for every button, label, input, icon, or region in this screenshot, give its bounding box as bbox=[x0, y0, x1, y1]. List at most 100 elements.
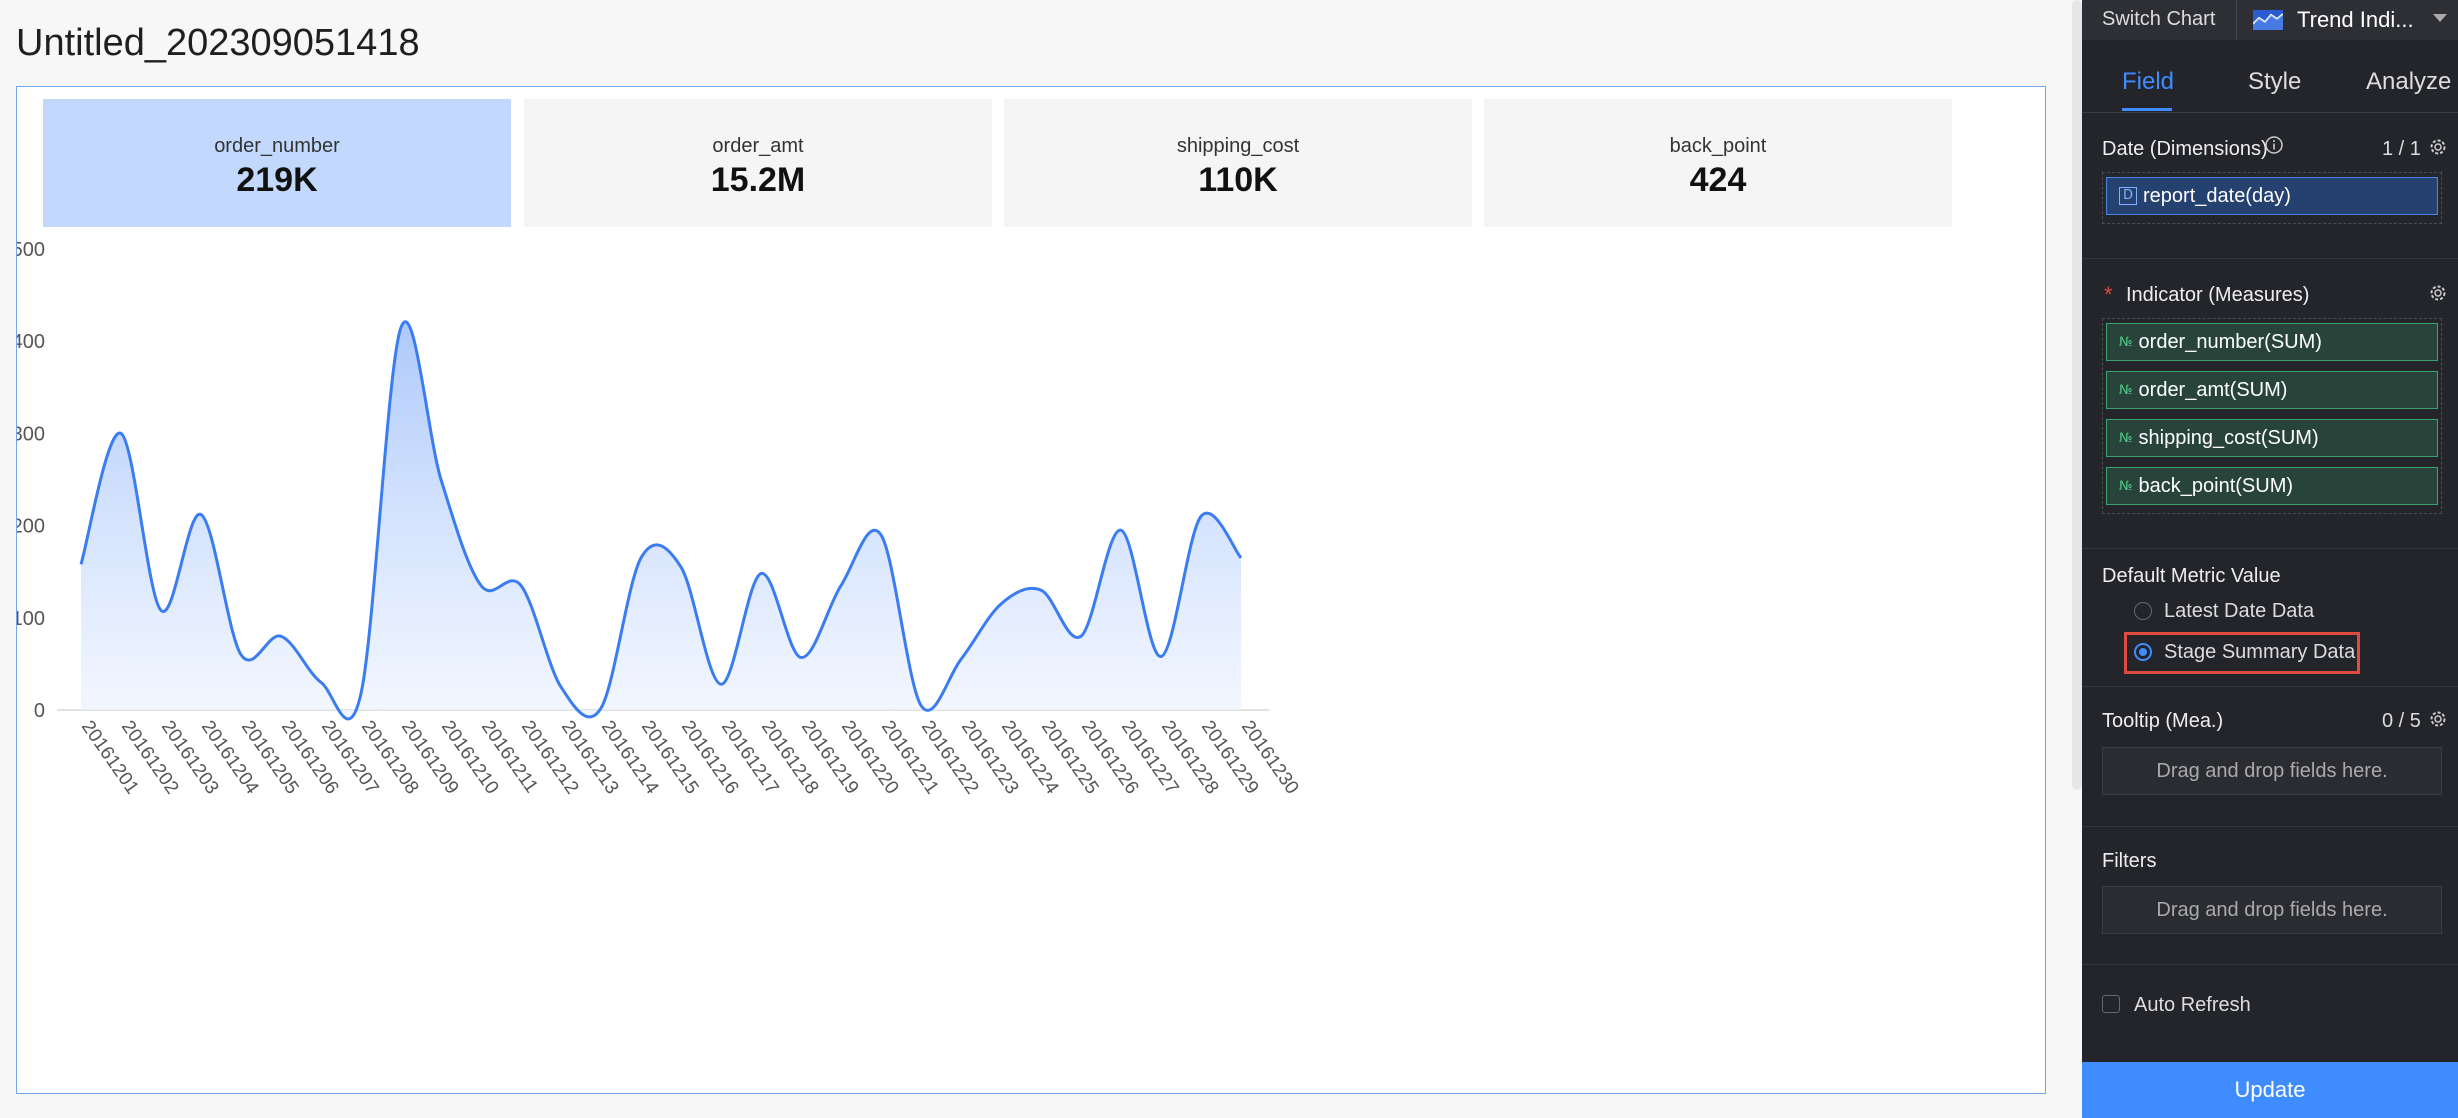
field-pill-report-date[interactable]: D report_date(day) bbox=[2106, 177, 2438, 215]
y-tick-label: 500 bbox=[17, 239, 45, 261]
settings-panel: Switch Chart Trend Indi... Field Style A… bbox=[2082, 0, 2458, 1118]
main-scrollbar[interactable] bbox=[2072, 0, 2082, 790]
gear-icon[interactable] bbox=[2428, 137, 2448, 157]
dropzone-placeholder: Drag and drop fields here. bbox=[2156, 899, 2388, 921]
kpi-card-order-number[interactable]: order_number 219K bbox=[43, 99, 511, 227]
field-label: report_date(day) bbox=[2143, 184, 2291, 207]
data-point[interactable] bbox=[915, 699, 927, 711]
measure-icon: № bbox=[2119, 334, 2133, 350]
radio-stage-summary[interactable] bbox=[2134, 643, 2152, 661]
default-metric-title: Default Metric Value bbox=[2102, 565, 2281, 587]
data-point[interactable] bbox=[75, 558, 87, 570]
data-point[interactable] bbox=[715, 678, 727, 690]
y-tick-label: 300 bbox=[17, 423, 45, 445]
measure-icon: № bbox=[2119, 478, 2133, 494]
kpi-card-shipping-cost[interactable]: shipping_cost 110K bbox=[1004, 99, 1472, 227]
data-point[interactable] bbox=[1115, 524, 1127, 536]
auto-refresh-checkbox[interactable] bbox=[2102, 995, 2120, 1013]
filters-dropzone[interactable]: Drag and drop fields here. bbox=[2102, 886, 2442, 934]
dimension-icon: D bbox=[2119, 187, 2138, 205]
chevron-down-icon bbox=[2433, 14, 2447, 22]
kpi-value: 424 bbox=[1689, 161, 1747, 199]
measure-icon: № bbox=[2119, 430, 2133, 446]
tooltip-title: Tooltip (Mea.) bbox=[2102, 710, 2224, 732]
tab-style[interactable]: Style bbox=[2248, 68, 2302, 95]
data-point[interactable] bbox=[355, 687, 367, 699]
tooltip-count: 0 / 5 bbox=[2382, 710, 2421, 732]
data-point[interactable] bbox=[1075, 630, 1087, 642]
radio-latest-date[interactable] bbox=[2134, 602, 2152, 620]
field-pill-back-point[interactable]: № back_point(SUM) bbox=[2106, 467, 2438, 505]
data-point[interactable] bbox=[995, 598, 1007, 610]
kpi-value: 219K bbox=[236, 161, 318, 199]
auto-refresh-label[interactable]: Auto Refresh bbox=[2134, 994, 2251, 1016]
data-point[interactable] bbox=[875, 529, 887, 541]
kpi-card-back-point[interactable]: back_point 424 bbox=[1484, 99, 1952, 227]
page-title: Untitled_202309051418 bbox=[16, 22, 420, 64]
kpi-name: back_point bbox=[1669, 135, 1767, 157]
radio-label-latest-date[interactable]: Latest Date Data bbox=[2164, 600, 2315, 622]
data-point[interactable] bbox=[435, 474, 447, 486]
divider bbox=[2082, 258, 2458, 259]
data-point[interactable] bbox=[635, 552, 647, 564]
data-point[interactable] bbox=[1195, 510, 1207, 522]
tooltip-dropzone[interactable]: Drag and drop fields here. bbox=[2102, 747, 2442, 795]
kpi-name: order_amt bbox=[712, 135, 804, 157]
data-point[interactable] bbox=[515, 580, 527, 592]
data-point[interactable] bbox=[1155, 651, 1167, 663]
data-point[interactable] bbox=[235, 649, 247, 661]
y-tick-label: 100 bbox=[17, 608, 45, 630]
info-icon[interactable] bbox=[2264, 135, 2284, 155]
data-point[interactable] bbox=[755, 568, 767, 580]
measures-dropzone[interactable]: № order_number(SUM) № order_amt(SUM) № s… bbox=[2102, 318, 2442, 514]
kpi-value: 110K bbox=[1198, 161, 1278, 199]
divider bbox=[2082, 964, 2458, 965]
data-point[interactable] bbox=[555, 681, 567, 693]
field-pill-order-amt[interactable]: № order_amt(SUM) bbox=[2106, 371, 2438, 409]
data-point[interactable] bbox=[675, 561, 687, 573]
data-point[interactable] bbox=[155, 604, 167, 616]
radio-label-stage-summary[interactable]: Stage Summary Data bbox=[2164, 641, 2356, 663]
field-label: back_point(SUM) bbox=[2138, 474, 2294, 497]
field-label: shipping_cost(SUM) bbox=[2138, 426, 2319, 449]
chart-type-select[interactable]: Trend Indi... bbox=[2236, 0, 2458, 40]
data-point[interactable] bbox=[275, 630, 287, 642]
tab-analyze[interactable]: Analyze bbox=[2366, 68, 2452, 95]
divider bbox=[2082, 686, 2458, 687]
data-point[interactable] bbox=[595, 702, 607, 714]
data-point[interactable] bbox=[795, 651, 807, 663]
switch-chart-label: Switch Chart bbox=[2102, 8, 2216, 30]
dropzone-placeholder: Drag and drop fields here. bbox=[2156, 760, 2388, 782]
update-button[interactable]: Update bbox=[2082, 1062, 2458, 1118]
data-point[interactable] bbox=[1035, 584, 1047, 596]
dimensions-title: Date (Dimensions) bbox=[2102, 138, 2268, 160]
series-line[interactable] bbox=[79, 320, 1243, 721]
data-point[interactable] bbox=[115, 427, 127, 439]
active-tab-indicator bbox=[2122, 108, 2172, 111]
y-tick-label: 400 bbox=[17, 331, 45, 353]
dimensions-dropzone[interactable]: D report_date(day) bbox=[2102, 172, 2442, 224]
data-point[interactable] bbox=[195, 509, 207, 521]
gear-icon[interactable] bbox=[2428, 283, 2448, 303]
highlight-box bbox=[2124, 632, 2360, 674]
field-label: order_number(SUM) bbox=[2138, 330, 2322, 353]
field-pill-order-number[interactable]: № order_number(SUM) bbox=[2106, 323, 2438, 361]
data-point[interactable] bbox=[835, 580, 847, 592]
panel-topbar: Switch Chart Trend Indi... bbox=[2082, 0, 2458, 40]
tab-field[interactable]: Field bbox=[2122, 68, 2175, 95]
series-area bbox=[81, 321, 1241, 719]
divider bbox=[2082, 826, 2458, 827]
data-point[interactable] bbox=[395, 321, 407, 333]
gear-icon[interactable] bbox=[2428, 709, 2448, 729]
field-pill-shipping-cost[interactable]: № shipping_cost(SUM) bbox=[2106, 419, 2438, 457]
trend-chart-icon bbox=[2253, 10, 2283, 30]
kpi-card-order-amt[interactable]: order_amt 15.2M bbox=[524, 99, 992, 227]
filters-title: Filters bbox=[2102, 850, 2157, 872]
dimensions-count: 1 / 1 bbox=[2382, 138, 2421, 160]
panel-tabs: Field Style Analyze bbox=[2082, 48, 2458, 113]
data-point[interactable] bbox=[475, 580, 487, 592]
data-point[interactable] bbox=[1235, 552, 1247, 564]
data-point[interactable] bbox=[315, 676, 327, 688]
data-point[interactable] bbox=[955, 653, 967, 665]
